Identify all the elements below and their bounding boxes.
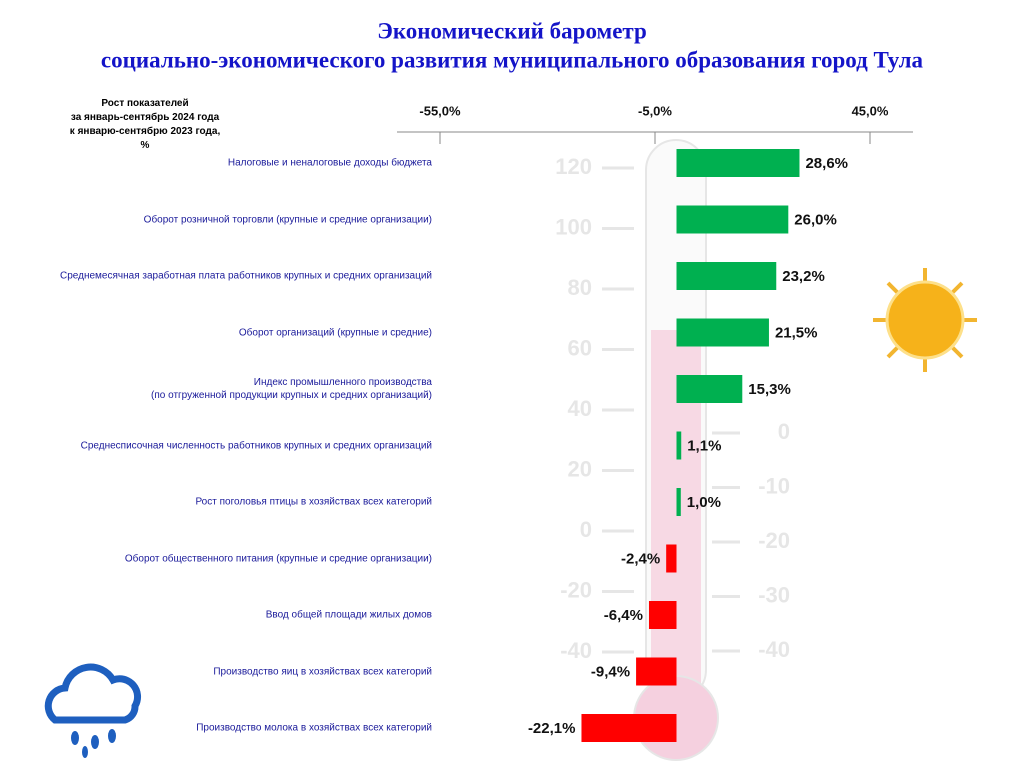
category-label: Индекс промышленного производства (по от…: [151, 377, 432, 401]
thermometer-scale-label: -20: [560, 577, 592, 602]
thermometer-scale-label: 100: [555, 214, 592, 239]
category-label: Оборот общественного питания (крупные и …: [124, 553, 432, 564]
bar: [676, 431, 682, 460]
thermometer-scale-label: -40: [560, 638, 592, 663]
value-label: 1,0%: [687, 494, 721, 511]
category-label: Оборот организаций (крупные и средние): [238, 327, 432, 338]
thermometer-scale-label: -40: [758, 637, 790, 662]
x-tick-label: -55,0%: [419, 103, 461, 118]
thermometer-scale-label: -10: [758, 473, 790, 498]
chart-title: Экономический барометр: [377, 18, 647, 43]
sun: [873, 268, 977, 372]
bar: [676, 318, 769, 347]
value-label: 15,3%: [748, 381, 791, 398]
bar: [676, 262, 777, 290]
x-tick-label: 45,0%: [852, 103, 889, 118]
axis-caption: Рост показателей за январь-сентябрь 2024…: [69, 98, 221, 151]
bar: [636, 657, 677, 686]
value-label: 23,2%: [782, 268, 825, 285]
value-label: -9,4%: [591, 663, 630, 680]
bar: [676, 149, 800, 177]
category-label: Рост поголовья птицы в хозяйствах всех к…: [195, 496, 432, 508]
value-label: 28,6%: [805, 155, 848, 172]
thermometer-scale-label: -20: [758, 528, 790, 553]
category-label: Производство яиц в хозяйствах всех катег…: [213, 666, 432, 677]
thermometer-scale-label: 0: [778, 419, 790, 444]
value-label: -22,1%: [528, 720, 576, 737]
thermometer-scale-label: 60: [568, 335, 592, 360]
category-label: Налоговые и неналоговые доходы бюджета: [227, 157, 432, 169]
category-label: Среднесписочная численность работников к…: [80, 440, 432, 451]
category-label: Среднемесячная заработная плата работник…: [60, 270, 432, 282]
x-tick-label: -5,0%: [638, 103, 672, 118]
bar: [581, 714, 677, 742]
bar: [676, 488, 681, 516]
category-label: Оборот розничной торговли (крупные и сре…: [143, 214, 432, 225]
value-label: 26,0%: [794, 211, 837, 228]
category-label: Производство молока в хозяйствах всех ка…: [196, 722, 432, 734]
thermometer-scale-label: 20: [568, 456, 592, 481]
thermometer-scale-label: 120: [555, 154, 592, 179]
bar: [648, 601, 677, 629]
bar: [666, 544, 677, 573]
bar: [676, 375, 743, 403]
bar: [676, 205, 789, 234]
value-label: 1,1%: [687, 437, 721, 454]
rain-cloud: [44, 663, 142, 758]
chart-subtitle: социально-экономического развития муници…: [101, 47, 924, 72]
value-label: -6,4%: [604, 607, 643, 624]
value-label: 21,5%: [775, 324, 818, 341]
thermometer-scale-label: 40: [568, 396, 592, 421]
thermometer-scale-label: 0: [580, 517, 592, 542]
thermometer-scale-label: 80: [568, 275, 592, 300]
category-label: Ввод общей площади жилых домов: [265, 609, 432, 621]
value-label: -2,4%: [621, 550, 660, 567]
thermometer-scale-label: -30: [758, 582, 790, 607]
